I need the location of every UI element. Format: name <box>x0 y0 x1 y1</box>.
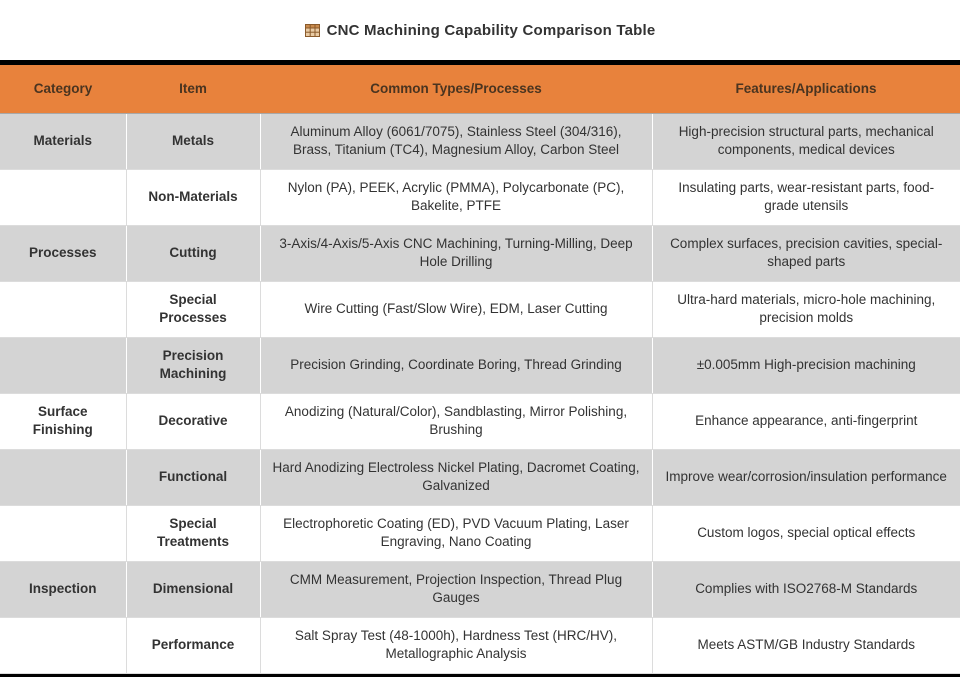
cell-category <box>0 336 127 394</box>
cell-category: Surface Finishing <box>0 392 127 450</box>
cell-item: Cutting <box>125 224 261 282</box>
cell-common-types: CMM Measurement, Projection Inspection, … <box>259 560 653 618</box>
comparison-table: Category Item Common Types/Processes Fea… <box>0 65 960 674</box>
cell-common-types: Hard Anodizing Electroless Nickel Platin… <box>259 448 653 506</box>
cell-features: Insulating parts, wear-resistant parts, … <box>651 168 960 226</box>
cell-category <box>0 504 127 562</box>
cell-item: Dimensional <box>125 560 261 618</box>
table-icon <box>304 23 320 37</box>
page-title: CNC Machining Capability Comparison Tabl… <box>0 0 960 60</box>
cell-item: Performance <box>125 616 261 674</box>
cell-item: Precision Machining <box>125 336 261 394</box>
cell-features: Ultra-hard materials, micro-hole machini… <box>651 280 960 338</box>
table-row: Inspection Dimensional CMM Measurement, … <box>0 560 960 618</box>
cell-category <box>0 168 127 226</box>
table-row: Surface Finishing Decorative Anodizing (… <box>0 392 960 450</box>
table-row: Performance Salt Spray Test (48-1000h), … <box>0 616 960 674</box>
cell-common-types: 3-Axis/4-Axis/5-Axis CNC Machining, Turn… <box>259 224 653 282</box>
cell-features: Complies with ISO2768-M Standards <box>651 560 960 618</box>
cell-item: Metals <box>125 112 261 170</box>
header-features: Features/Applications <box>652 65 960 114</box>
cell-item: Special Processes <box>125 280 261 338</box>
cell-features: High-precision structural parts, mechani… <box>651 112 960 170</box>
top-divider <box>0 60 960 65</box>
page-title-text: CNC Machining Capability Comparison Tabl… <box>326 21 656 39</box>
table-row: Processes Cutting 3-Axis/4-Axis/5-Axis C… <box>0 224 960 282</box>
cell-item: Functional <box>125 448 261 506</box>
cell-features: Meets ASTM/GB Industry Standards <box>651 616 960 674</box>
cell-category: Processes <box>0 224 127 282</box>
cell-item: Special Treatments <box>125 504 261 562</box>
table-row: Materials Metals Aluminum Alloy (6061/70… <box>0 112 960 170</box>
cell-features: Complex surfaces, precision cavities, sp… <box>651 224 960 282</box>
table-header-row: Category Item Common Types/Processes Fea… <box>0 65 960 114</box>
cell-category <box>0 280 127 338</box>
cell-features: Custom logos, special optical effects <box>651 504 960 562</box>
header-item: Item <box>126 65 260 114</box>
cell-features: ±0.005mm High-precision machining <box>651 336 960 394</box>
table-row: Special Processes Wire Cutting (Fast/Slo… <box>0 280 960 338</box>
cell-common-types: Wire Cutting (Fast/Slow Wire), EDM, Lase… <box>259 280 653 338</box>
table-body: Materials Metals Aluminum Alloy (6061/70… <box>0 112 960 674</box>
table-row: Precision Machining Precision Grinding, … <box>0 336 960 394</box>
cell-category <box>0 448 127 506</box>
cell-common-types: Salt Spray Test (48-1000h), Hardness Tes… <box>259 616 653 674</box>
cell-features: Enhance appearance, anti-fingerprint <box>651 392 960 450</box>
bottom-divider <box>0 673 960 677</box>
table-row: Non-Materials Nylon (PA), PEEK, Acrylic … <box>0 168 960 226</box>
cell-common-types: Aluminum Alloy (6061/7075), Stainless St… <box>259 112 653 170</box>
cell-common-types: Electrophoretic Coating (ED), PVD Vacuum… <box>259 504 653 562</box>
cell-category: Materials <box>0 112 127 170</box>
cell-item: Non-Materials <box>125 168 261 226</box>
cell-category <box>0 616 127 674</box>
header-category: Category <box>0 65 126 114</box>
cell-features: Improve wear/corrosion/insulation perfor… <box>651 448 960 506</box>
table-row: Functional Hard Anodizing Electroless Ni… <box>0 448 960 506</box>
table-row: Special Treatments Electrophoretic Coati… <box>0 504 960 562</box>
cell-common-types: Nylon (PA), PEEK, Acrylic (PMMA), Polyca… <box>259 168 653 226</box>
cell-common-types: Precision Grinding, Coordinate Boring, T… <box>259 336 653 394</box>
cell-common-types: Anodizing (Natural/Color), Sandblasting,… <box>259 392 653 450</box>
cell-item: Decorative <box>125 392 261 450</box>
header-common-types: Common Types/Processes <box>260 65 652 114</box>
cell-category: Inspection <box>0 560 127 618</box>
